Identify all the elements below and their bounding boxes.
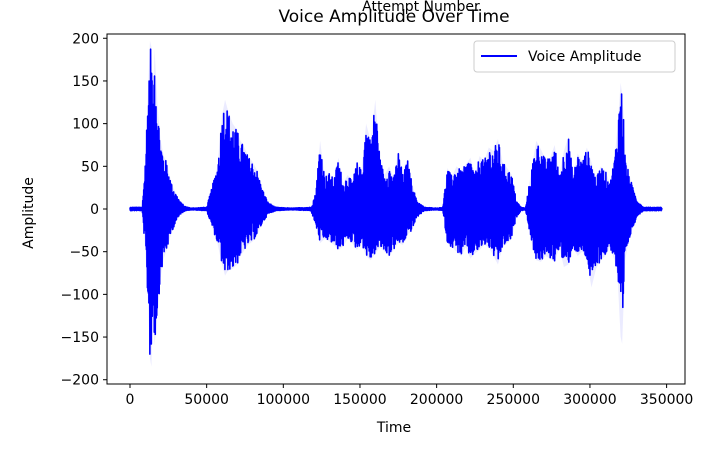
x-tick-label: 200000 <box>410 392 463 408</box>
y-tick-label: 0 <box>90 202 99 218</box>
x-axis-label: Time <box>376 420 411 436</box>
legend-box <box>473 40 676 73</box>
y-tick-label: −150 <box>61 330 99 346</box>
x-tick-label: 250000 <box>487 392 540 408</box>
y-tick-label: 200 <box>72 31 99 47</box>
x-tick-label: 50000 <box>184 392 229 408</box>
y-tick-label: 100 <box>72 117 99 133</box>
x-tick-label: 150000 <box>333 392 386 408</box>
axis-ticks: 0 50000 100000 150000 200000 250000 300000 3500… <box>61 31 694 408</box>
series-envelope-voice-amplitude <box>130 40 662 367</box>
legend-label: Voice Amplitude <box>528 49 641 65</box>
legend: Voice Amplitude <box>473 40 676 73</box>
y-tick-label: 50 <box>81 159 99 175</box>
plot-area <box>129 40 663 367</box>
x-tick-label: 0 <box>126 392 135 408</box>
chart-suptitle: Attempt Number <box>362 0 480 15</box>
y-tick-label: −200 <box>61 373 99 389</box>
x-tick-label: 100000 <box>257 392 310 408</box>
y-tick-label: 150 <box>72 74 99 90</box>
y-tick-label: −100 <box>61 287 99 303</box>
chart-title: Voice Amplitude Over Time <box>278 7 509 27</box>
y-tick-label: −50 <box>69 245 99 261</box>
x-tick-label: 300000 <box>563 392 616 408</box>
series-line-voice-amplitude <box>129 48 663 355</box>
y-axis-label: Amplitude <box>21 177 37 249</box>
x-tick-label: 350000 <box>640 392 693 408</box>
axes-frame <box>106 33 686 385</box>
